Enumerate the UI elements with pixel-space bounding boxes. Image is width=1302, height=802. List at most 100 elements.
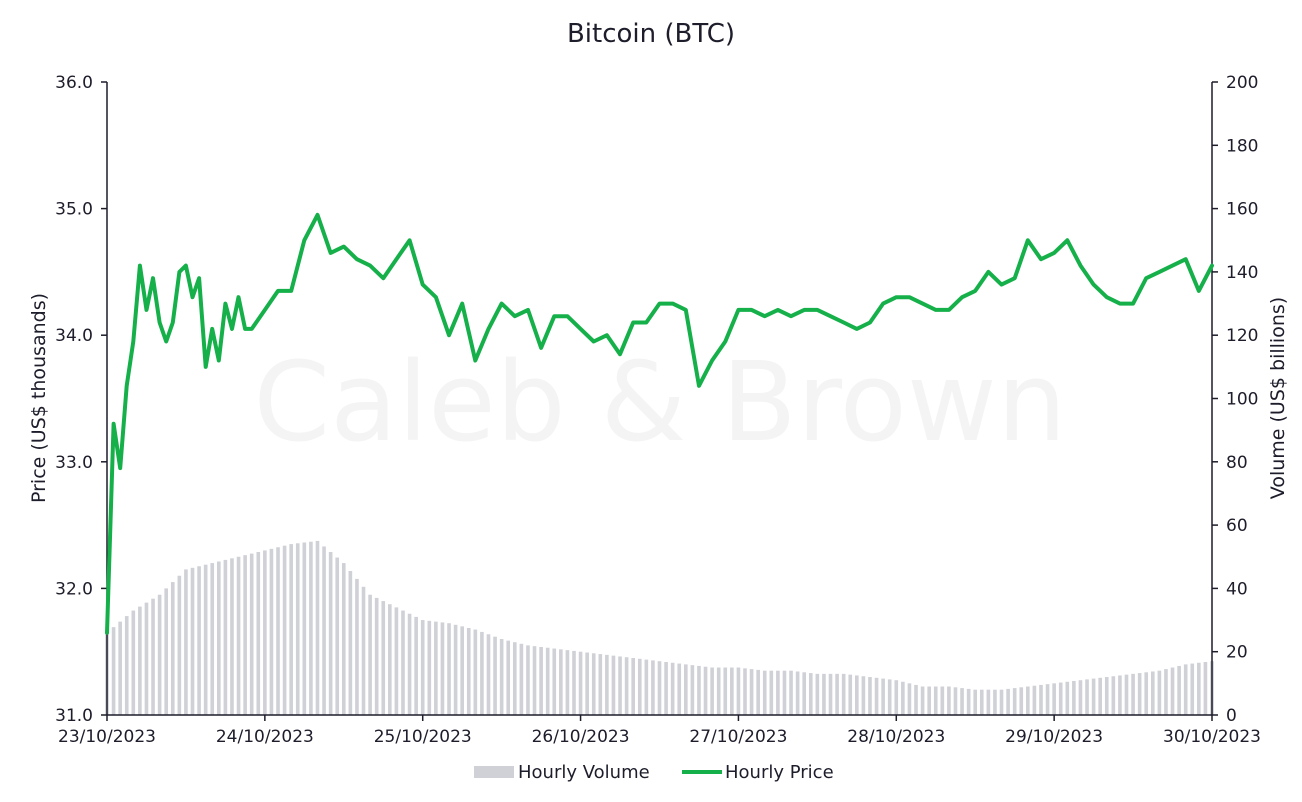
volume-bar <box>585 652 589 715</box>
volume-bar <box>966 688 971 715</box>
right-axis-title: Volume (US$ billions) <box>1267 297 1289 499</box>
volume-bar <box>170 582 175 715</box>
volume-bar <box>263 550 267 715</box>
right-tick-label: 200 <box>1226 73 1258 93</box>
volume-bar <box>841 673 846 715</box>
right-tick-label: 180 <box>1226 136 1258 156</box>
volume-bar <box>394 607 399 715</box>
volume-bar <box>730 667 734 715</box>
x-tick-label: 26/10/2023 <box>532 727 630 747</box>
volume-bar <box>1144 672 1149 715</box>
volume-bar <box>993 689 997 715</box>
volume-bar <box>1104 677 1109 715</box>
volume-bar <box>1203 661 1208 715</box>
volume-bar <box>401 610 405 715</box>
volume-bar <box>420 620 425 715</box>
volume-bar <box>631 658 635 715</box>
left-tick-label: 35.0 <box>55 200 93 220</box>
volume-bar <box>276 547 280 715</box>
volume-bar <box>591 653 596 715</box>
right-tick-label: 60 <box>1226 516 1248 536</box>
x-tick-label: 28/10/2023 <box>847 727 945 747</box>
volume-bar <box>624 657 629 715</box>
volume-bar <box>480 631 484 715</box>
right-tick-label: 140 <box>1226 263 1258 283</box>
volume-bar <box>545 647 550 715</box>
price-line <box>105 212 1214 635</box>
volume-bar <box>249 553 254 715</box>
volume-bar <box>703 666 708 715</box>
chart-title: Bitcoin (BTC) <box>567 19 735 49</box>
volume-bar <box>302 542 307 715</box>
volume-bar <box>901 681 905 715</box>
volume-bar <box>1150 671 1155 715</box>
volume-bar <box>374 597 379 715</box>
volume-bar <box>960 688 964 715</box>
volume-bar <box>1183 664 1188 715</box>
volume-bar <box>322 546 326 715</box>
volume-bar <box>1026 686 1030 715</box>
right-tick-label: 0 <box>1226 706 1237 726</box>
volume-bar <box>1006 688 1010 715</box>
volume-bar <box>848 674 853 715</box>
left-tick-label: 31.0 <box>55 706 93 726</box>
right-tick-label: 80 <box>1226 453 1248 473</box>
volume-bar <box>933 686 938 715</box>
volume-bar <box>789 670 793 715</box>
volume-bar <box>138 606 142 715</box>
volume-bar <box>894 680 899 715</box>
volume-bar <box>453 624 458 715</box>
x-tick-label: 30/10/2023 <box>1163 727 1261 747</box>
volume-bar <box>795 671 800 715</box>
volume-bar <box>512 642 517 715</box>
volume-bar <box>539 646 543 715</box>
volume-bar <box>315 540 320 715</box>
volume-bar <box>460 626 464 715</box>
volume-bar <box>1052 683 1056 715</box>
volume-bar <box>1111 676 1116 715</box>
volume-bar <box>605 654 609 715</box>
volume-bar <box>236 556 241 715</box>
volume-bar <box>1039 684 1043 715</box>
volume-bar <box>157 594 162 715</box>
volume-bar <box>716 667 721 715</box>
volume-bar <box>131 610 136 715</box>
volume-bar <box>907 683 912 715</box>
volume-bar <box>1131 673 1135 715</box>
volume-bar <box>1045 684 1050 715</box>
volume-bar <box>868 677 872 715</box>
right-tick-label: 100 <box>1226 390 1258 410</box>
volume-bar <box>355 578 359 715</box>
volume-bar <box>295 543 300 715</box>
volume-bar <box>815 673 820 715</box>
volume-bar <box>697 665 701 715</box>
volume-bar <box>874 677 879 715</box>
volume-bar <box>151 598 155 715</box>
volume-bar <box>361 586 366 715</box>
x-tick-label: 29/10/2023 <box>1005 727 1103 747</box>
volume-bar <box>381 601 386 715</box>
right-tick-label: 20 <box>1226 643 1248 663</box>
volume-bar <box>144 602 149 715</box>
volume-bar <box>111 627 116 715</box>
volume-bar <box>177 575 182 715</box>
volume-bar <box>230 558 234 715</box>
volume-bar <box>559 649 563 715</box>
volume-bar <box>1164 669 1168 715</box>
left-tick-label: 36.0 <box>55 73 93 93</box>
volume-bar <box>881 678 885 715</box>
volume-bar <box>578 651 583 715</box>
volume-bar <box>762 670 767 715</box>
legend-volume-swatch <box>474 766 514 778</box>
volume-bar <box>1098 677 1102 715</box>
volume-bar <box>434 621 438 715</box>
volume-bar <box>519 643 524 715</box>
volume-bar <box>1124 674 1129 715</box>
volume-bar <box>118 621 122 715</box>
volume-bar <box>1078 680 1083 715</box>
right-tick-label: 40 <box>1226 579 1248 599</box>
x-tick-label: 23/10/2023 <box>58 727 156 747</box>
volume-bar <box>552 648 557 715</box>
volume-bar <box>223 559 228 715</box>
volume-bar <box>1137 673 1142 715</box>
